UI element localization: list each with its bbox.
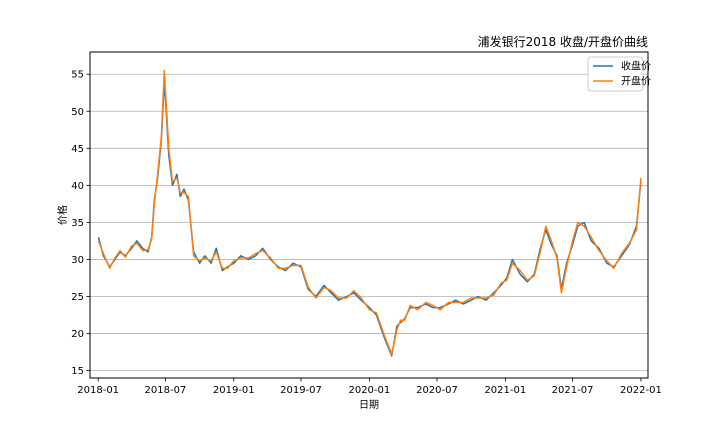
y-axis: 15 20 25 30 35 40 45 50 55	[71, 70, 90, 377]
y-tick-label: 45	[71, 144, 84, 155]
y-tick-label: 55	[71, 70, 84, 81]
x-tick-label: 2018-01	[77, 385, 119, 396]
y-tick-label: 35	[71, 218, 84, 229]
x-tick-label: 2021-01	[484, 385, 526, 396]
series-line-1	[97, 80, 642, 357]
x-axis-label: 日期	[359, 399, 379, 411]
x-tick-label: 2020-01	[348, 385, 390, 396]
x-tick-label: 2022-01	[620, 385, 662, 396]
legend-label: 收盘价	[621, 60, 651, 73]
plot-frame	[89, 51, 649, 379]
y-tick-label: 40	[71, 181, 84, 192]
x-axis: 2018-01 2018-07 2019-01 2019-07 2020-01 2020-…	[77, 378, 662, 396]
y-tick-label: 15	[71, 366, 84, 377]
x-tick-label: 2020-07	[416, 385, 458, 396]
y-axis-label: 价格	[56, 205, 69, 225]
legend-label: 开盘价	[621, 75, 651, 88]
y-tick-label: 30	[71, 255, 84, 266]
series-layer	[97, 69, 642, 357]
y-tick-label: 25	[71, 292, 84, 303]
x-tick-label: 2021-07	[552, 385, 594, 396]
series-line-2	[97, 69, 642, 356]
grid	[90, 73, 648, 371]
x-tick-label: 2019-07	[280, 385, 322, 396]
chart-title: 浦发银行2018 收盘/开盘价曲线	[478, 34, 648, 49]
x-tick-label: 2019-01	[213, 385, 255, 396]
y-tick-label: 20	[71, 329, 84, 340]
y-tick-label: 50	[71, 107, 84, 118]
x-tick-label: 2018-07	[145, 385, 187, 396]
